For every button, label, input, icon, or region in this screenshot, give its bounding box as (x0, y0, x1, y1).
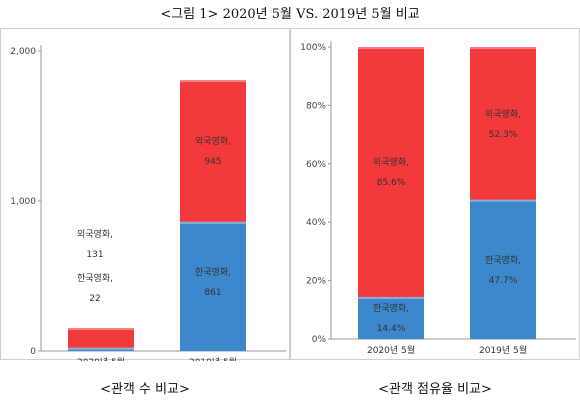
y-tick-label: 100% (300, 43, 326, 53)
bar-segment (470, 199, 536, 339)
bar-segment (180, 221, 246, 351)
bar-segment (358, 296, 424, 339)
bar-highlight (470, 47, 536, 49)
figure-title: <그림 1> 2020년 5월 VS. 2019년 5월 비교 (160, 7, 420, 22)
x-category-label: 2019년 5월 (189, 356, 237, 361)
data-label-value: 861 (204, 288, 221, 298)
data-label-value: 85.6% (377, 178, 406, 188)
data-label-name: 외국영화, (373, 156, 409, 168)
data-label-name: 한국영화, (195, 267, 231, 278)
audience-count-chart: 0 1,000 2,000 2020년 5월 2019년 5월 외국영화, 131 한국영화,… (0, 28, 290, 361)
y-tick-label: 2,000 (10, 47, 36, 57)
data-label-name: 한국영화, (485, 255, 521, 266)
data-label-value: 22 (89, 294, 100, 304)
data-label-value: 14.4% (377, 324, 406, 334)
audience-share-caption: <관객 점유율 비교> (378, 382, 492, 397)
audience-share-svg: 0% 20% 40% 60% 80% 100% 2020년 5월 2019년 5월 외국영화, 8… (300, 41, 576, 356)
x-category-label: 2020년 5월 (77, 356, 125, 361)
y-tick-label: 60% (306, 160, 326, 170)
data-label-name: 한국영화, (373, 303, 409, 314)
data-label-value: 47.7% (489, 276, 518, 286)
bar-highlight (68, 328, 134, 331)
audience-count-svg: 0 1,000 2,000 2020년 5월 2019년 5월 외국영화, 131 한국영화,… (10, 45, 286, 361)
bar-highlight (358, 47, 424, 49)
y-tick-label: 0 (30, 347, 36, 357)
bar-segment (68, 328, 134, 348)
data-label-value: 52.3% (489, 130, 518, 140)
data-label-name: 외국영화, (77, 228, 113, 240)
bar-highlight (470, 199, 536, 202)
bar-highlight (180, 221, 246, 224)
bar-segment (68, 347, 134, 351)
x-category-label: 2019년 5월 (479, 344, 527, 356)
bar-segment (180, 80, 246, 222)
bar-highlight (358, 296, 424, 299)
audience-share-chart: 0% 20% 40% 60% 80% 100% 2020년 5월 2019년 5월 외국영화, 8… (290, 28, 580, 360)
bar-segment (470, 47, 536, 200)
bar-highlight (180, 80, 246, 83)
data-label-name: 한국영화, (77, 273, 113, 284)
y-tick-label: 0% (312, 335, 327, 345)
data-label-value: 945 (204, 157, 221, 167)
data-label-value: 131 (86, 250, 103, 260)
y-tick-label: 20% (306, 277, 326, 287)
bar-highlight (68, 347, 134, 350)
data-label-name: 외국영화, (485, 108, 521, 120)
audience-count-caption: <관객 수 비교> (100, 382, 190, 397)
x-category-label: 2020년 5월 (367, 344, 415, 356)
y-tick-label: 40% (306, 218, 326, 228)
y-tick-label: 1,000 (10, 197, 36, 207)
data-label-name: 외국영화, (195, 135, 231, 147)
bar-segment (358, 47, 424, 297)
y-tick-label: 80% (306, 101, 326, 111)
